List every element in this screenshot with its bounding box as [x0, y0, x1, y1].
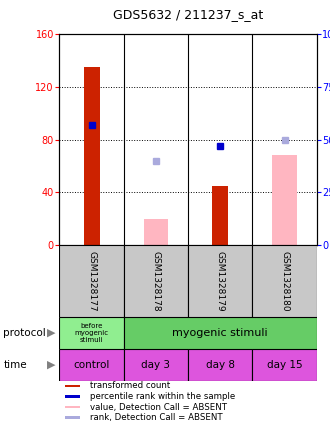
- Text: percentile rank within the sample: percentile rank within the sample: [90, 392, 236, 401]
- Bar: [144, 219, 168, 245]
- Bar: [59, 317, 124, 349]
- Bar: [124, 245, 188, 317]
- Text: GSM1328179: GSM1328179: [216, 251, 225, 312]
- Text: ▶: ▶: [47, 360, 55, 370]
- Bar: [59, 349, 124, 381]
- Text: before
myogenic
stimuli: before myogenic stimuli: [75, 323, 109, 343]
- Text: transformed count: transformed count: [90, 382, 171, 390]
- Bar: [188, 245, 252, 317]
- Text: day 8: day 8: [206, 360, 235, 370]
- Bar: [65, 395, 80, 398]
- Bar: [65, 385, 80, 387]
- Bar: [252, 349, 317, 381]
- Bar: [188, 349, 252, 381]
- Text: value, Detection Call = ABSENT: value, Detection Call = ABSENT: [90, 403, 227, 412]
- Bar: [124, 317, 317, 349]
- Text: rank, Detection Call = ABSENT: rank, Detection Call = ABSENT: [90, 413, 223, 422]
- Text: GDS5632 / 211237_s_at: GDS5632 / 211237_s_at: [113, 8, 263, 21]
- Text: GSM1328178: GSM1328178: [151, 251, 160, 312]
- Bar: [83, 67, 100, 245]
- Text: GSM1328180: GSM1328180: [280, 251, 289, 312]
- Bar: [65, 416, 80, 419]
- Bar: [65, 406, 80, 409]
- Bar: [212, 186, 228, 245]
- Text: protocol: protocol: [3, 328, 46, 338]
- Text: day 15: day 15: [267, 360, 302, 370]
- Bar: [59, 245, 124, 317]
- Bar: [272, 156, 297, 245]
- Text: GSM1328177: GSM1328177: [87, 251, 96, 312]
- Text: time: time: [3, 360, 27, 370]
- Bar: [124, 349, 188, 381]
- Text: myogenic stimuli: myogenic stimuli: [173, 328, 268, 338]
- Text: control: control: [73, 360, 110, 370]
- Text: ▶: ▶: [47, 328, 55, 338]
- Bar: [252, 245, 317, 317]
- Text: day 3: day 3: [142, 360, 170, 370]
